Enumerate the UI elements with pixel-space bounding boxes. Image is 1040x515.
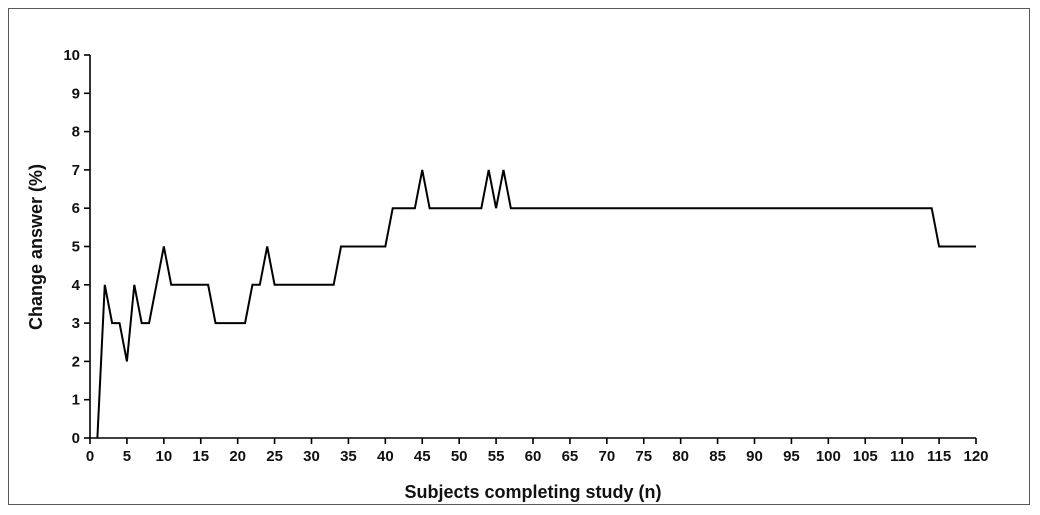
y-tick-label: 4 bbox=[72, 277, 81, 294]
y-tick-label: 1 bbox=[72, 392, 80, 409]
x-tick-label: 10 bbox=[155, 448, 172, 465]
x-axis-label: Subjects completing study (n) bbox=[404, 482, 661, 502]
y-tick-label: 2 bbox=[72, 353, 80, 370]
y-tick-label: 0 bbox=[72, 430, 80, 447]
x-tick-label: 20 bbox=[229, 448, 246, 465]
x-tick-label: 15 bbox=[192, 448, 209, 465]
figure-frame bbox=[8, 8, 1030, 505]
x-tick-label: 95 bbox=[783, 448, 800, 465]
y-axis-label: Change answer (%) bbox=[26, 164, 46, 330]
x-tick-label: 25 bbox=[266, 448, 283, 465]
x-ticks: 0 5 10 15 20 25 30 35 40 45 50 55 60 65 70 75 80 85 90 95 10… bbox=[86, 438, 989, 465]
x-tick-label: 80 bbox=[672, 448, 689, 465]
x-tick-label: 75 bbox=[635, 448, 652, 465]
x-tick-label: 110 bbox=[890, 448, 914, 465]
y-tick-label: 9 bbox=[72, 85, 80, 102]
y-tick-label: 6 bbox=[72, 200, 80, 217]
x-tick-label: 60 bbox=[525, 448, 542, 465]
series-line bbox=[96, 169, 976, 439]
x-tick-label: 35 bbox=[340, 448, 357, 465]
x-tick-label: 55 bbox=[488, 448, 505, 465]
x-tick-label: 90 bbox=[746, 448, 763, 465]
y-tick-label: 3 bbox=[72, 315, 80, 332]
x-tick-label: 65 bbox=[562, 448, 579, 465]
axes bbox=[89, 55, 976, 439]
x-tick-label: 115 bbox=[927, 448, 951, 465]
x-tick-label: 0 bbox=[86, 448, 94, 465]
y-ticks: 0 1 2 3 4 5 6 7 8 9 10 bbox=[63, 47, 90, 447]
y-tick-label: 8 bbox=[72, 124, 80, 141]
x-tick-label: 105 bbox=[853, 448, 878, 465]
y-tick-label: 5 bbox=[72, 239, 80, 256]
x-tick-label: 30 bbox=[303, 448, 320, 465]
y-tick-label: 7 bbox=[72, 162, 80, 179]
x-tick-label: 120 bbox=[963, 448, 988, 465]
x-tick-label: 85 bbox=[709, 448, 726, 465]
x-tick-label: 70 bbox=[598, 448, 615, 465]
y-tick-label: 10 bbox=[63, 47, 80, 64]
x-tick-label: 100 bbox=[816, 448, 841, 465]
x-tick-label: 5 bbox=[123, 448, 131, 465]
x-tick-label: 45 bbox=[414, 448, 431, 465]
x-tick-label: 40 bbox=[377, 448, 394, 465]
x-tick-label: 50 bbox=[451, 448, 468, 465]
